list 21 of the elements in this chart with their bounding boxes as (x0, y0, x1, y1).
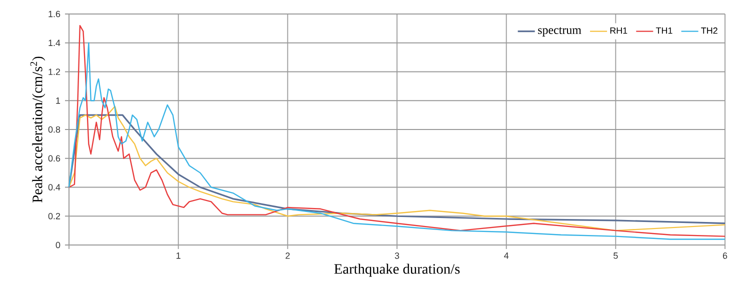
x-tick-label: 5 (614, 252, 618, 259)
y-tick-label: 1.6 (48, 10, 60, 18)
x-tick-label: 3 (394, 252, 400, 259)
legend-label: TH1 (656, 27, 672, 34)
y-tick-label: 1.2 (48, 68, 60, 75)
y-tick-label: 1.4 (48, 40, 60, 46)
y-tick-label: 0.2 (48, 212, 60, 220)
legend-label: RH1 (610, 27, 628, 34)
legend-label: spectrum (538, 27, 582, 36)
y-axis-title: Peak acceleration/(cm/s$^{2}$) (30, 56, 46, 203)
x-tick-label: 1 (176, 252, 180, 259)
x-tick-label: 2 (286, 252, 290, 259)
x-tick-label: 4 (504, 252, 509, 259)
y-tick-label: 0 (56, 242, 60, 248)
legend-label: TH2 (701, 27, 718, 34)
y-tick-label: 0.8 (48, 126, 60, 133)
x-axis-title: Earthquake duration/s (334, 264, 460, 277)
y-tick-label: 1 (56, 98, 60, 104)
y-tick-label: 0.4 (48, 184, 60, 190)
x-tick-label: 6 (722, 252, 728, 259)
y-tick-label: 0.6 (48, 155, 60, 162)
